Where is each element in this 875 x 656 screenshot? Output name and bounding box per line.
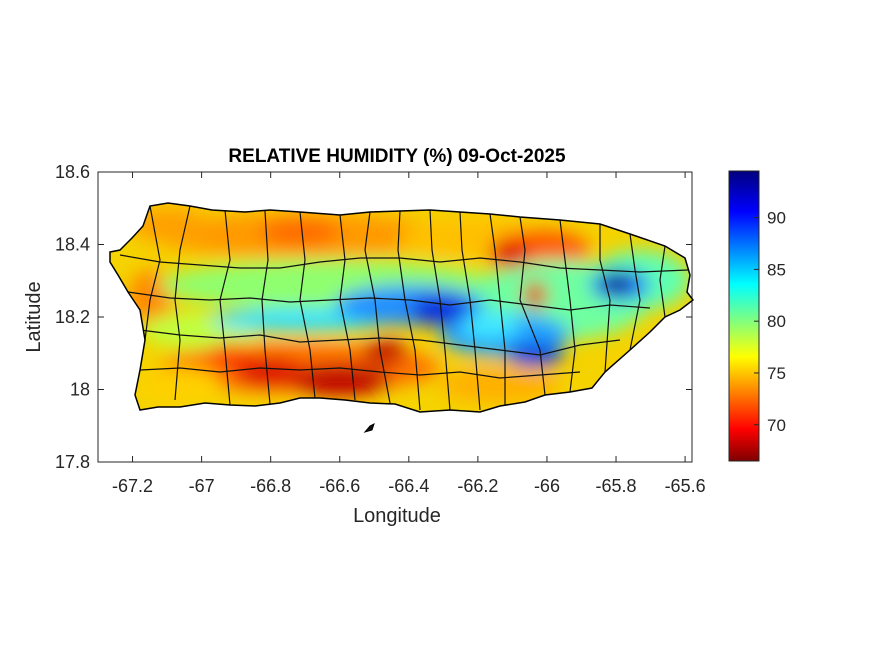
x-tick-label: -66.8	[250, 476, 291, 496]
y-tick-label: 18.6	[55, 162, 90, 182]
x-tick-label: -65.8	[596, 476, 637, 496]
humidity-field	[110, 203, 693, 412]
field-blob	[208, 343, 252, 367]
x-tick-label: -67	[189, 476, 215, 496]
colorbar-tick-label: 90	[767, 209, 786, 228]
field-blob	[601, 274, 633, 294]
x-tick-label: -66.2	[457, 476, 498, 496]
field-blob	[130, 207, 210, 243]
field-blob	[235, 358, 305, 386]
municipality-boundaries	[119, 205, 689, 411]
field-blob	[507, 343, 563, 367]
colorbar-tick-label: 70	[767, 416, 786, 435]
field-blob	[260, 218, 340, 246]
y-axis-label: Latitude	[23, 281, 45, 352]
chart-title: RELATIVE HUMIDITY (%) 09-Oct-2025	[228, 146, 566, 167]
x-tick-label: -66	[534, 476, 560, 496]
field-blob	[140, 367, 220, 403]
x-tick-label: -65.6	[665, 476, 706, 496]
colorbar-ticks: 70 75 80 85 90	[754, 209, 786, 435]
y-axis-ticks: 17.8 18 18.2 18.4 18.6	[55, 162, 692, 472]
field-blob	[523, 281, 547, 309]
y-tick-label: 18.4	[55, 235, 90, 255]
y-tick-label: 18	[70, 380, 90, 400]
field-blob	[363, 340, 407, 364]
caja-de-muertos-islet	[363, 423, 375, 433]
field-blob	[290, 364, 390, 396]
colorbar-tick-label: 75	[767, 364, 786, 383]
y-tick-label: 18.2	[55, 307, 90, 327]
x-tick-label: -66.4	[388, 476, 429, 496]
x-tick-label: -67.2	[112, 476, 153, 496]
colorbar-tick-label: 80	[767, 312, 786, 331]
field-blob	[460, 311, 520, 339]
colorbar	[728, 170, 760, 462]
y-tick-label: 17.8	[55, 452, 90, 472]
coastline	[109, 202, 695, 413]
x-axis-label: Longitude	[353, 505, 441, 527]
x-axis-ticks: -67.2 -67 -66.8 -66.6 -66.4 -66.2 -66 -65.8 -65.…	[112, 172, 706, 496]
colorbar-tick-label: 85	[767, 260, 786, 279]
x-tick-label: -66.6	[319, 476, 360, 496]
